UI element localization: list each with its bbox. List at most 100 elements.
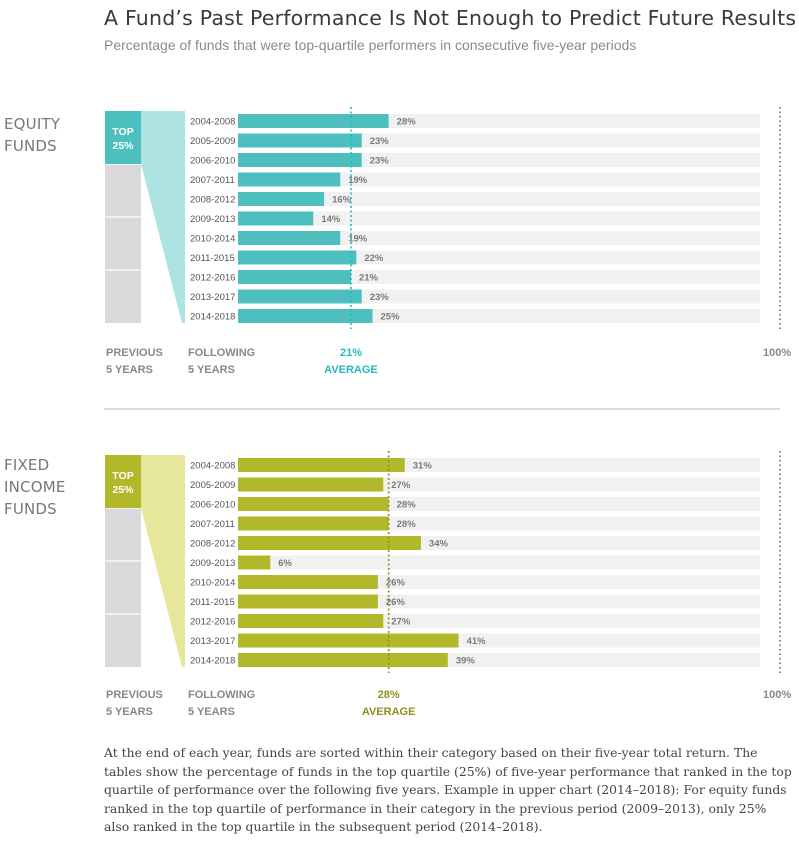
fixed-value-label: 28% [397,519,417,530]
fixed-category-label: 2008-2012 [190,539,235,550]
fixed-category-label: 2006-2010 [190,500,235,511]
fixed-top-box-label: 25% [112,484,134,496]
fixed-bar [238,653,448,667]
fixed-bar [238,575,378,589]
equity-category-label: 2010-2014 [190,234,235,245]
equity-value-label: 21% [359,273,379,284]
equity-bar [238,133,362,148]
fixed-value-label: 31% [413,461,433,472]
equity-bar [238,153,362,167]
fixed-value-label: 26% [386,597,406,608]
caption-line: FOLLOWING [188,689,256,701]
equity-chart: TOP 25% 2004-2008 28% 2005-2009 23% 2006-2010 2… [105,107,781,329]
chart-subtitle: Percentage of funds that were top-quarti… [104,37,637,53]
equity-track [238,172,760,187]
fixed-average-label: 28% AVERAGE [349,687,429,721]
fixed-section-label-line: FUNDS [4,500,57,518]
equity-section-label-line: FUNDS [4,137,57,155]
fixed-chart: TOP 25% 2004-2008 31% 2005-2009 27% 2006-2010 2… [105,451,781,673]
fixed-bar [238,516,389,531]
equity-track [238,133,760,148]
fixed-value-label: 28% [397,500,417,511]
equity-track [238,231,760,245]
fixed-value-label: 6% [278,558,292,569]
fixed-bar [238,555,271,570]
equity-average-label: 21% AVERAGE [311,345,391,379]
fixed-bar [238,497,389,511]
equity-category-label: 2006-2010 [190,156,235,167]
fixed-following-caption: FOLLOWING 5 YEARS [188,687,255,721]
fixed-category-label: 2007-2011 [190,519,235,530]
equity-top-box-label: 25% [112,140,134,152]
fixed-value-label: 41% [467,636,487,647]
fixed-category-label: 2009-2013 [190,558,235,569]
caption-line: 5 YEARS [188,364,235,376]
equity-bar [238,211,314,226]
fixed-income-section-label: FIXED INCOME FUNDS [4,454,66,520]
fixed-category-label: 2014-2018 [190,656,235,667]
equity-funnel [141,111,185,323]
equity-track [238,289,760,304]
equity-section-label: EQUITY FUNDS [4,113,60,157]
caption-line: 5 YEARS [106,364,153,376]
chart-title: A Fund’s Past Performance Is Not Enough … [104,6,797,30]
equity-value-label: 28% [397,117,417,128]
equity-section-label-line: EQUITY [4,115,61,133]
average-value: 21% [339,347,362,359]
fixed-top-box-label: TOP [112,470,133,482]
caption-line: PREVIOUS [106,347,163,359]
fixed-value-label: 34% [429,539,449,550]
equity-track [238,270,760,284]
fixed-bar [238,536,421,550]
fixed-bar [238,594,378,609]
equity-value-label: 19% [348,234,368,245]
equity-bar [238,192,325,206]
fixed-bar [238,614,384,628]
equity-category-label: 2014-2018 [190,312,235,323]
equity-value-label: 25% [381,312,401,323]
fixed-bar [238,458,405,472]
fixed-category-label: 2012-2016 [190,617,235,628]
fixed-top-box [105,455,141,508]
equity-category-label: 2007-2011 [190,175,235,186]
average-word: AVERAGE [324,364,378,376]
equity-category-label: 2012-2016 [190,273,235,284]
equity-track [238,211,760,226]
fixed-category-label: 2005-2009 [190,480,235,491]
equity-value-label: 22% [364,253,384,264]
equity-top-box [105,111,141,164]
fixed-bar [238,633,459,648]
average-value: 28% [377,689,400,701]
equity-top-box-label: TOP [112,126,133,138]
caption-line: PREVIOUS [106,689,163,701]
equity-bar [238,270,351,284]
equity-category-label: 2008-2012 [190,195,235,206]
fixed-category-label: 2011-2015 [190,597,235,608]
equity-bar [238,231,341,245]
fixed-category-label: 2010-2014 [190,578,235,589]
equity-category-label: 2009-2013 [190,214,235,225]
equity-value-label: 14% [321,214,341,225]
equity-category-label: 2004-2008 [190,117,235,128]
fixed-value-label: 39% [456,656,476,667]
equity-track [238,153,760,167]
equity-following-caption: FOLLOWING 5 YEARS [188,345,255,379]
equity-category-label: 2005-2009 [190,136,235,147]
fixed-section-label-line: INCOME [4,478,66,496]
equity-bar [238,309,373,323]
fixed-value-label: 26% [386,578,406,589]
fixed-value-label: 27% [391,617,411,628]
equity-value-label: 16% [332,195,352,206]
caption-line: 5 YEARS [188,706,235,718]
equity-bar [238,289,362,304]
caption-line: 5 YEARS [106,706,153,718]
caption-line: FOLLOWING [188,347,256,359]
equity-category-label: 2013-2017 [190,292,235,303]
equity-value-label: 23% [370,156,390,167]
equity-track [238,250,760,265]
equity-bar [238,250,357,265]
equity-previous-caption: PREVIOUS 5 YEARS [106,345,163,379]
equity-track [238,192,760,206]
equity-value-label: 23% [370,292,390,303]
